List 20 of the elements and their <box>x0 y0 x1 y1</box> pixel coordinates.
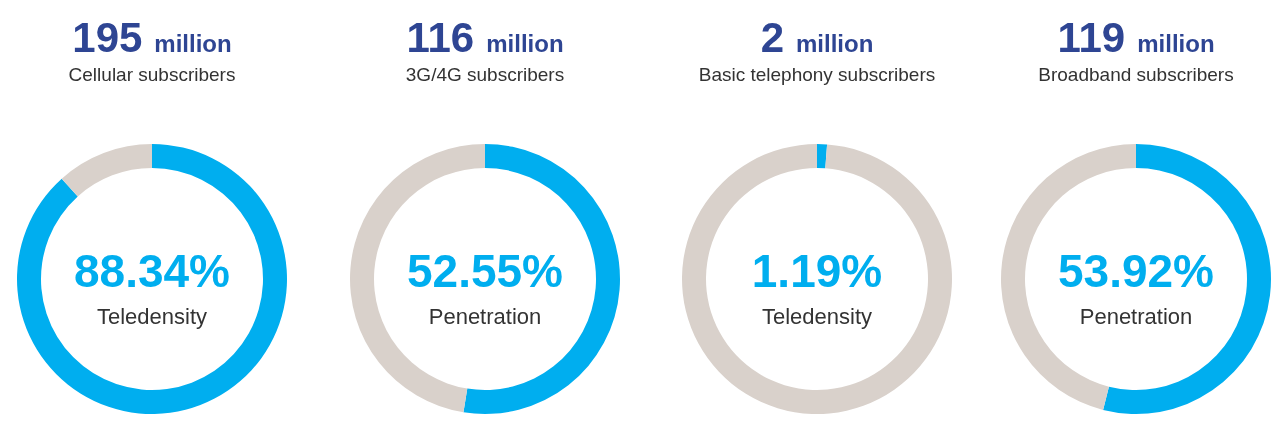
donut-slice <box>682 144 952 414</box>
data-label: 53.92% <box>1057 245 1215 297</box>
chart-title: 195 million <box>72 14 232 61</box>
donut-slice <box>817 144 828 169</box>
chart-subtitle: 3G/4G subscribers <box>405 64 565 85</box>
data-label: 1.19% <box>751 245 883 297</box>
slice-label: Penetration <box>428 304 542 329</box>
slice-label: Penetration <box>1079 304 1193 329</box>
slice-label: Teledensity <box>761 304 873 329</box>
donut-slice <box>17 144 287 414</box>
donut-slice <box>61 144 152 197</box>
chart-subtitle: Cellular subscribers <box>68 64 236 85</box>
chart-subtitle: Basic telephony subscribers <box>698 64 936 85</box>
chart-title: 2 million <box>760 14 874 61</box>
chart-title: 119 million <box>1057 14 1215 61</box>
data-label: 88.34% <box>73 245 231 297</box>
chart-subtitle: Broadband subscribers <box>1038 64 1234 85</box>
slice-label: Teledensity <box>96 304 208 329</box>
data-label: 52.55% <box>406 245 564 297</box>
chart-title: 116 million <box>406 14 564 61</box>
